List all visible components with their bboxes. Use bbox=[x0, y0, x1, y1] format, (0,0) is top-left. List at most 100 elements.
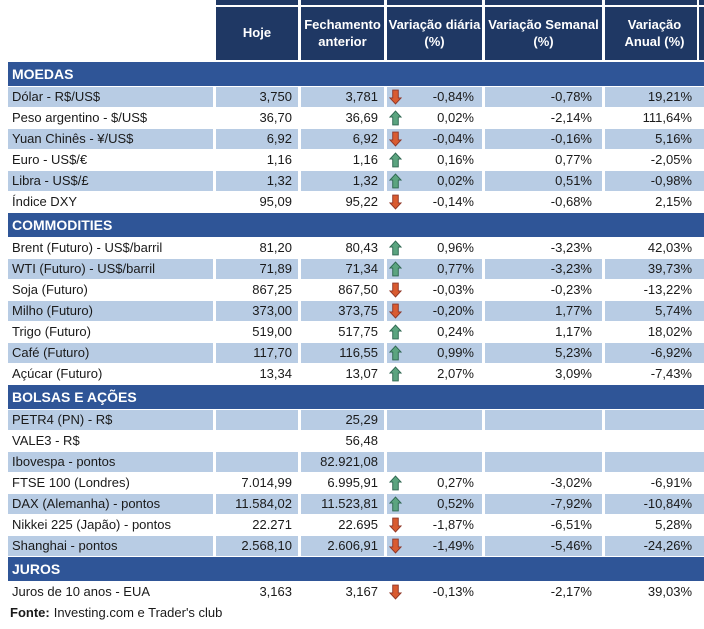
row-label-cell[interactable]: Shanghai - pontos bbox=[8, 536, 213, 556]
column-header-variacao-diaria[interactable]: Variação diária (%) bbox=[387, 7, 482, 60]
variacao-anual-cell[interactable]: 5,16% bbox=[605, 129, 704, 149]
row-label-cell[interactable]: FTSE 100 (Londres) bbox=[8, 473, 213, 493]
variacao-diaria-cell[interactable]: 0,02% bbox=[387, 171, 482, 191]
variacao-diaria-cell[interactable]: 0,02% bbox=[387, 108, 482, 128]
hoje-cell[interactable]: 13,34 bbox=[216, 364, 298, 384]
row-label-cell[interactable]: Açúcar (Futuro) bbox=[8, 364, 213, 384]
fechamento-cell[interactable]: 71,34 bbox=[301, 259, 384, 279]
variacao-diaria-cell[interactable]: 2,07% bbox=[387, 364, 482, 384]
variacao-diaria-cell[interactable]: -0,03% bbox=[387, 280, 482, 300]
variacao-anual-cell[interactable]: -0,98% bbox=[605, 171, 704, 191]
fechamento-cell[interactable]: 1,32 bbox=[301, 171, 384, 191]
row-label-cell[interactable]: Índice DXY bbox=[8, 192, 213, 212]
fechamento-cell[interactable]: 25,29 bbox=[301, 410, 384, 430]
variacao-anual-cell[interactable]: 19,21% bbox=[605, 87, 704, 107]
hoje-cell[interactable] bbox=[216, 431, 298, 451]
variacao-anual-cell[interactable] bbox=[605, 452, 704, 472]
variacao-semanal-cell[interactable]: -6,51% bbox=[485, 515, 602, 535]
column-header-fechamento-anterior[interactable]: Fechamento anterior bbox=[301, 7, 384, 60]
hoje-cell[interactable]: 867,25 bbox=[216, 280, 298, 300]
variacao-diaria-cell[interactable]: -1,49% bbox=[387, 536, 482, 556]
hoje-cell[interactable]: 11.584,02 bbox=[216, 494, 298, 514]
variacao-anual-cell[interactable]: 18,02% bbox=[605, 322, 704, 342]
variacao-anual-cell[interactable]: -24,26% bbox=[605, 536, 704, 556]
fechamento-cell[interactable]: 56,48 bbox=[301, 431, 384, 451]
hoje-cell[interactable]: 117,70 bbox=[216, 343, 298, 363]
hoje-cell[interactable]: 3,750 bbox=[216, 87, 298, 107]
variacao-semanal-cell[interactable] bbox=[485, 410, 602, 430]
variacao-semanal-cell[interactable]: -3,23% bbox=[485, 238, 602, 258]
variacao-semanal-cell[interactable]: 0,51% bbox=[485, 171, 602, 191]
row-label-cell[interactable]: Nikkei 225 (Japão) - pontos bbox=[8, 515, 213, 535]
variacao-diaria-cell[interactable]: -0,14% bbox=[387, 192, 482, 212]
hoje-cell[interactable]: 1,32 bbox=[216, 171, 298, 191]
variacao-semanal-cell[interactable]: -2,17% bbox=[485, 582, 602, 602]
fechamento-cell[interactable]: 80,43 bbox=[301, 238, 384, 258]
fechamento-cell[interactable]: 22.695 bbox=[301, 515, 384, 535]
variacao-diaria-cell[interactable]: 0,99% bbox=[387, 343, 482, 363]
row-label-cell[interactable]: VALE3 - R$ bbox=[8, 431, 213, 451]
section-header[interactable]: JUROS bbox=[8, 557, 704, 581]
row-label-cell[interactable]: PETR4 (PN) - R$ bbox=[8, 410, 213, 430]
variacao-semanal-cell[interactable]: -0,16% bbox=[485, 129, 602, 149]
variacao-diaria-cell[interactable]: 0,16% bbox=[387, 150, 482, 170]
hoje-cell[interactable]: 6,92 bbox=[216, 129, 298, 149]
row-label-cell[interactable]: Libra - US$/£ bbox=[8, 171, 213, 191]
variacao-anual-cell[interactable]: 111,64% bbox=[605, 108, 704, 128]
row-label-cell[interactable]: WTI (Futuro) - US$/barril bbox=[8, 259, 213, 279]
hoje-cell[interactable]: 22.271 bbox=[216, 515, 298, 535]
fechamento-cell[interactable]: 1,16 bbox=[301, 150, 384, 170]
row-label-cell[interactable]: Euro - US$/€ bbox=[8, 150, 213, 170]
variacao-anual-cell[interactable]: 5,74% bbox=[605, 301, 704, 321]
variacao-anual-cell[interactable]: -6,91% bbox=[605, 473, 704, 493]
row-label-cell[interactable]: Juros de 10 anos - EUA bbox=[8, 582, 213, 602]
variacao-diaria-cell[interactable]: -1,87% bbox=[387, 515, 482, 535]
variacao-diaria-cell[interactable] bbox=[387, 452, 482, 472]
fechamento-cell[interactable]: 867,50 bbox=[301, 280, 384, 300]
hoje-cell[interactable] bbox=[216, 452, 298, 472]
variacao-semanal-cell[interactable]: 1,77% bbox=[485, 301, 602, 321]
hoje-cell[interactable]: 373,00 bbox=[216, 301, 298, 321]
row-label-cell[interactable]: Soja (Futuro) bbox=[8, 280, 213, 300]
fechamento-cell[interactable]: 517,75 bbox=[301, 322, 384, 342]
variacao-anual-cell[interactable]: 42,03% bbox=[605, 238, 704, 258]
column-header-variacao-anual[interactable]: Variação Anual (%) bbox=[605, 7, 704, 60]
hoje-cell[interactable]: 36,70 bbox=[216, 108, 298, 128]
variacao-semanal-cell[interactable]: -0,68% bbox=[485, 192, 602, 212]
fechamento-cell[interactable]: 6.995,91 bbox=[301, 473, 384, 493]
fechamento-cell[interactable]: 36,69 bbox=[301, 108, 384, 128]
variacao-anual-cell[interactable]: -13,22% bbox=[605, 280, 704, 300]
fechamento-cell[interactable]: 2.606,91 bbox=[301, 536, 384, 556]
variacao-semanal-cell[interactable]: -0,23% bbox=[485, 280, 602, 300]
hoje-cell[interactable]: 7.014,99 bbox=[216, 473, 298, 493]
hoje-cell[interactable] bbox=[216, 410, 298, 430]
variacao-anual-cell[interactable]: 5,28% bbox=[605, 515, 704, 535]
fechamento-cell[interactable]: 13,07 bbox=[301, 364, 384, 384]
hoje-cell[interactable]: 81,20 bbox=[216, 238, 298, 258]
variacao-semanal-cell[interactable]: 1,17% bbox=[485, 322, 602, 342]
variacao-anual-cell[interactable]: -6,92% bbox=[605, 343, 704, 363]
fechamento-cell[interactable]: 3,781 bbox=[301, 87, 384, 107]
row-label-cell[interactable]: Trigo (Futuro) bbox=[8, 322, 213, 342]
variacao-diaria-cell[interactable]: -0,84% bbox=[387, 87, 482, 107]
variacao-semanal-cell[interactable] bbox=[485, 431, 602, 451]
variacao-diaria-cell[interactable]: 0,52% bbox=[387, 494, 482, 514]
variacao-semanal-cell[interactable]: -0,78% bbox=[485, 87, 602, 107]
variacao-diaria-cell[interactable]: 0,96% bbox=[387, 238, 482, 258]
variacao-semanal-cell[interactable]: -7,92% bbox=[485, 494, 602, 514]
variacao-semanal-cell[interactable]: 5,23% bbox=[485, 343, 602, 363]
variacao-semanal-cell[interactable] bbox=[485, 452, 602, 472]
variacao-semanal-cell[interactable]: -5,46% bbox=[485, 536, 602, 556]
variacao-diaria-cell[interactable]: -0,13% bbox=[387, 582, 482, 602]
variacao-anual-cell[interactable]: 2,15% bbox=[605, 192, 704, 212]
row-label-cell[interactable]: Café (Futuro) bbox=[8, 343, 213, 363]
section-header[interactable]: COMMODITIES bbox=[8, 213, 704, 237]
variacao-anual-cell[interactable]: -2,05% bbox=[605, 150, 704, 170]
section-header[interactable]: BOLSAS E AÇÕES bbox=[8, 385, 704, 409]
variacao-semanal-cell[interactable]: -3,02% bbox=[485, 473, 602, 493]
section-header[interactable]: MOEDAS bbox=[8, 62, 704, 86]
fechamento-cell[interactable]: 116,55 bbox=[301, 343, 384, 363]
row-label-cell[interactable]: Brent (Futuro) - US$/barril bbox=[8, 238, 213, 258]
variacao-semanal-cell[interactable]: 3,09% bbox=[485, 364, 602, 384]
variacao-diaria-cell[interactable]: -0,04% bbox=[387, 129, 482, 149]
